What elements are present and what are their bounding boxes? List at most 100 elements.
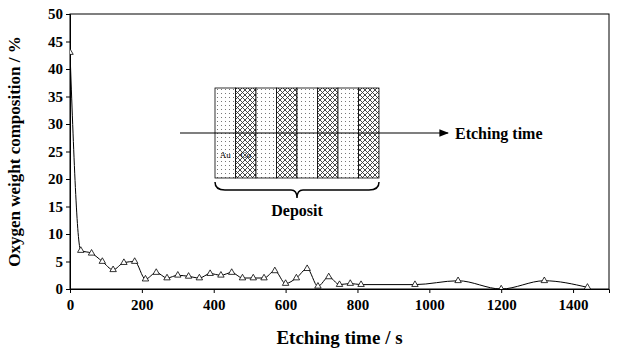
data-point [142, 275, 148, 281]
data-point [196, 274, 202, 280]
y-tick-mark [66, 124, 70, 125]
y-tick-label: 35 [48, 89, 63, 105]
y-tick-mark [66, 262, 70, 263]
annotation: Au [220, 150, 231, 160]
y-tick-label: 10 [48, 226, 63, 242]
data-point [336, 281, 342, 287]
data-point [218, 272, 224, 278]
data-point [239, 274, 245, 280]
y-tick-label: 40 [48, 61, 63, 77]
data-point [185, 273, 191, 279]
data-point [207, 270, 213, 276]
data-point [110, 266, 116, 272]
x-axis-title: Etching time / s [276, 327, 402, 348]
y-tick-label: 30 [48, 116, 63, 132]
x-tick-mark [357, 289, 358, 293]
y-tick-mark [66, 152, 70, 153]
data-point [293, 274, 299, 280]
annotation: Co [240, 150, 251, 160]
x-tick: 200 [131, 289, 154, 313]
y-tick: 50 [48, 6, 70, 22]
plot: 0 200 400 600 800 1000 1200 1400 0 5 10 15 20 25 30 35 4… [48, 6, 610, 312]
x-tick-label: 200 [131, 297, 154, 313]
data-point [584, 284, 590, 289]
data-point [121, 259, 127, 265]
data-point [325, 273, 331, 279]
x-tick-label: 1000 [415, 297, 445, 313]
x-tick: 600 [275, 289, 298, 313]
data-point [347, 280, 353, 286]
data-point [358, 281, 364, 287]
x-tick-mark [501, 289, 502, 293]
data-point [315, 283, 321, 289]
y-tick-mark [66, 289, 70, 290]
y-tick-label: 20 [48, 171, 63, 187]
x-tick-mark [429, 289, 430, 293]
x-tick: 0 [67, 289, 75, 313]
y-axis-title: Oxygen weight composition / % [5, 36, 24, 266]
x-tick-mark [286, 289, 287, 293]
data-point [412, 281, 418, 287]
annotation: Etching time [455, 125, 543, 143]
x-tick: 400 [203, 289, 226, 313]
x-axis-line [71, 290, 610, 294]
data-point [261, 274, 267, 280]
y-tick: 15 [48, 199, 70, 215]
data-point [175, 272, 181, 278]
data-point [304, 265, 310, 271]
data-point [164, 274, 170, 280]
y-tick: 45 [48, 34, 70, 50]
y-tick: 0 [56, 281, 71, 297]
y-axis-line [66, 15, 71, 290]
y-tick: 20 [48, 171, 70, 187]
y-tick: 40 [48, 61, 70, 77]
data-point [250, 274, 256, 280]
etching-arrow [180, 132, 448, 133]
y-tick-mark [66, 207, 70, 208]
data-point [228, 269, 234, 275]
y-tick-mark [66, 69, 70, 70]
y-tick-mark [66, 42, 70, 43]
y-tick: 25 [48, 144, 70, 160]
y-tick: 30 [48, 116, 70, 132]
y-axis: 0 5 10 15 20 25 30 35 40 45 50 [48, 6, 71, 297]
y-tick-label: 5 [56, 254, 64, 270]
y-tick-mark [66, 179, 70, 180]
brace [215, 182, 379, 198]
data-point [99, 258, 105, 264]
y-tick-label: 15 [48, 199, 63, 215]
data-point [282, 280, 288, 286]
y-tick-label: 0 [56, 281, 64, 297]
chart: 0 200 400 600 800 1000 1200 1400 0 5 10 15 20 25 30 35 4… [0, 0, 625, 354]
data-point [272, 267, 278, 273]
x-tick-label: 600 [275, 297, 298, 313]
x-tick-label: 1200 [487, 297, 517, 313]
data-area [70, 49, 591, 289]
y-tick: 35 [48, 89, 70, 105]
data-point [153, 269, 159, 275]
x-tick: 1000 [415, 289, 445, 313]
data-point [455, 277, 461, 283]
annotation: Deposit [271, 202, 323, 220]
x-tick-label: 800 [347, 297, 370, 313]
y-tick-mark [66, 234, 70, 235]
data-point [498, 285, 504, 289]
x-tick-label: 400 [203, 297, 226, 313]
data-line [70, 53, 587, 290]
data-point [88, 250, 94, 256]
x-tick-mark [214, 289, 215, 293]
y-tick-mark [66, 97, 70, 98]
x-tick: 1200 [487, 289, 517, 313]
x-tick: 1400 [559, 289, 589, 313]
x-tick-label: 1400 [559, 297, 589, 313]
y-tick: 5 [56, 254, 71, 270]
x-tick-mark [142, 289, 143, 293]
x-tick-mark [573, 289, 574, 293]
data-point [541, 277, 547, 283]
y-tick-label: 45 [48, 34, 63, 50]
y-tick: 10 [48, 226, 70, 242]
y-tick-mark [66, 14, 70, 15]
data-point [131, 258, 137, 264]
x-tick-label: 0 [67, 297, 75, 313]
inset: Etching time Deposit Au Co [180, 88, 543, 220]
